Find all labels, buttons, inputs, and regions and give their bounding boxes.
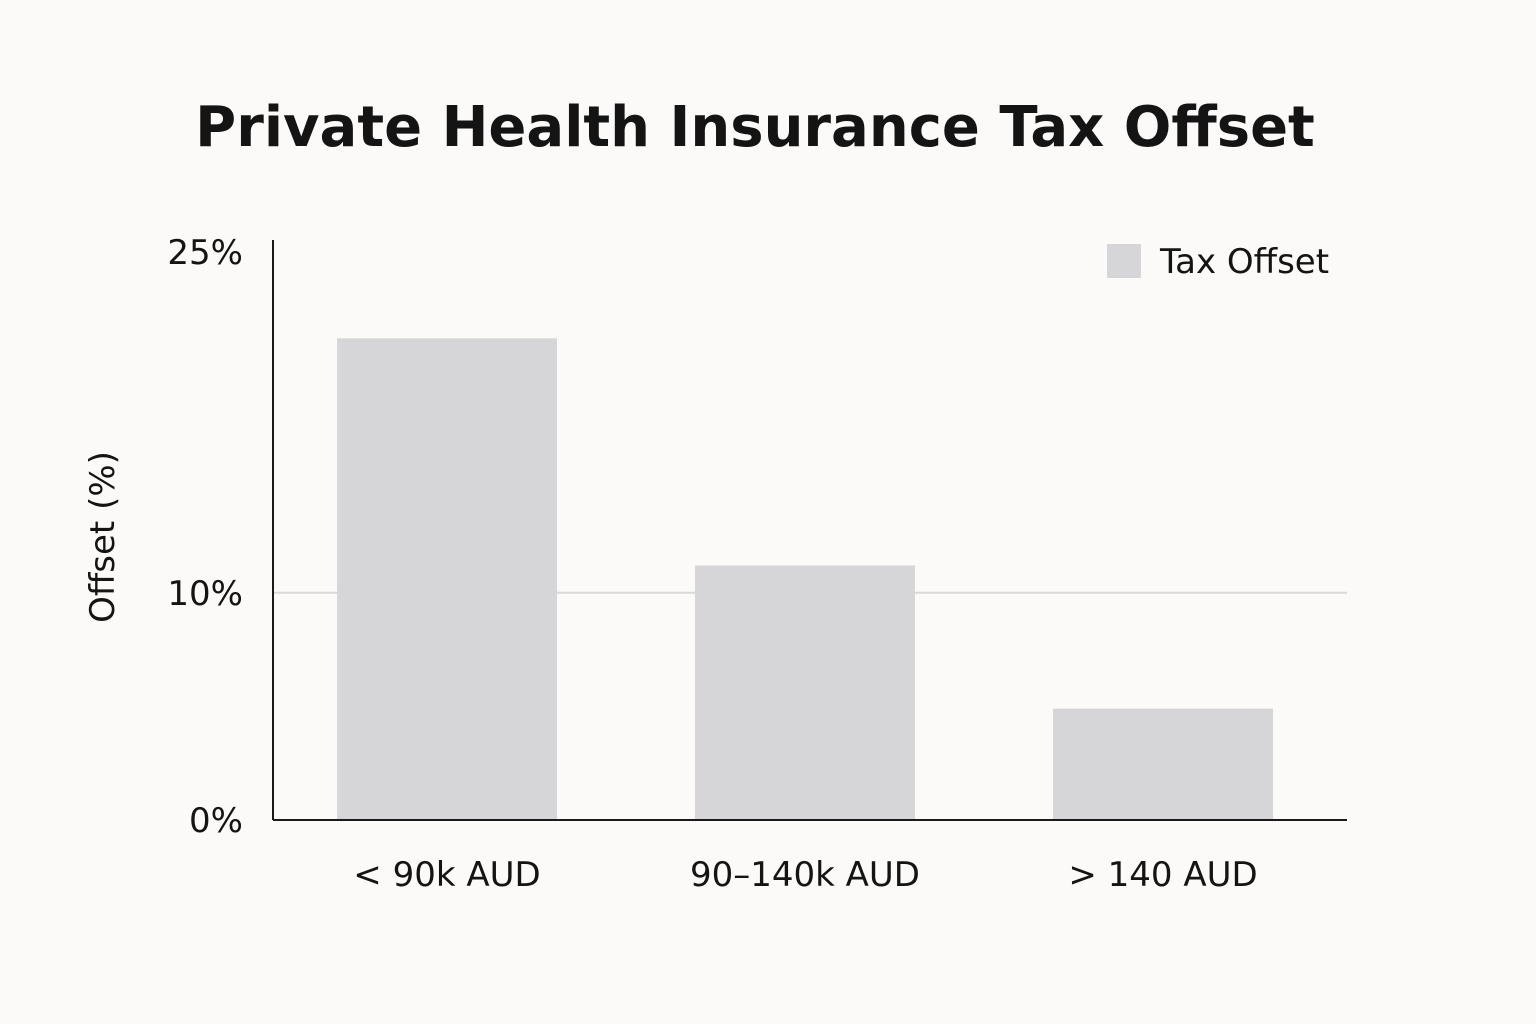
- bar-2[interactable]: [1053, 708, 1273, 820]
- y-tick-label-0: 0%: [189, 801, 243, 841]
- legend-swatch-tax-offset: [1107, 244, 1141, 278]
- y-tick-label-2: 25%: [167, 233, 243, 273]
- category-label-0: < 90k AUD: [353, 855, 540, 895]
- category-label-2: > 140 AUD: [1068, 855, 1257, 895]
- y-axis-label: Offset (%): [83, 451, 123, 623]
- legend-label-tax-offset: Tax Offset: [1159, 242, 1329, 282]
- bar-1[interactable]: [695, 565, 915, 820]
- chart-title: Private Health Insurance Tax Offset: [195, 95, 1315, 160]
- y-tick-label-1: 10%: [167, 574, 243, 614]
- y-tick-labels: 0% 10% 25%: [167, 233, 243, 841]
- legend[interactable]: Tax Offset: [1107, 242, 1329, 282]
- x-category-labels: < 90k AUD 90–140k AUD > 140 AUD: [353, 855, 1257, 895]
- category-label-1: 90–140k AUD: [690, 855, 920, 895]
- bars-layer: [337, 338, 1273, 820]
- bar-0[interactable]: [337, 338, 557, 820]
